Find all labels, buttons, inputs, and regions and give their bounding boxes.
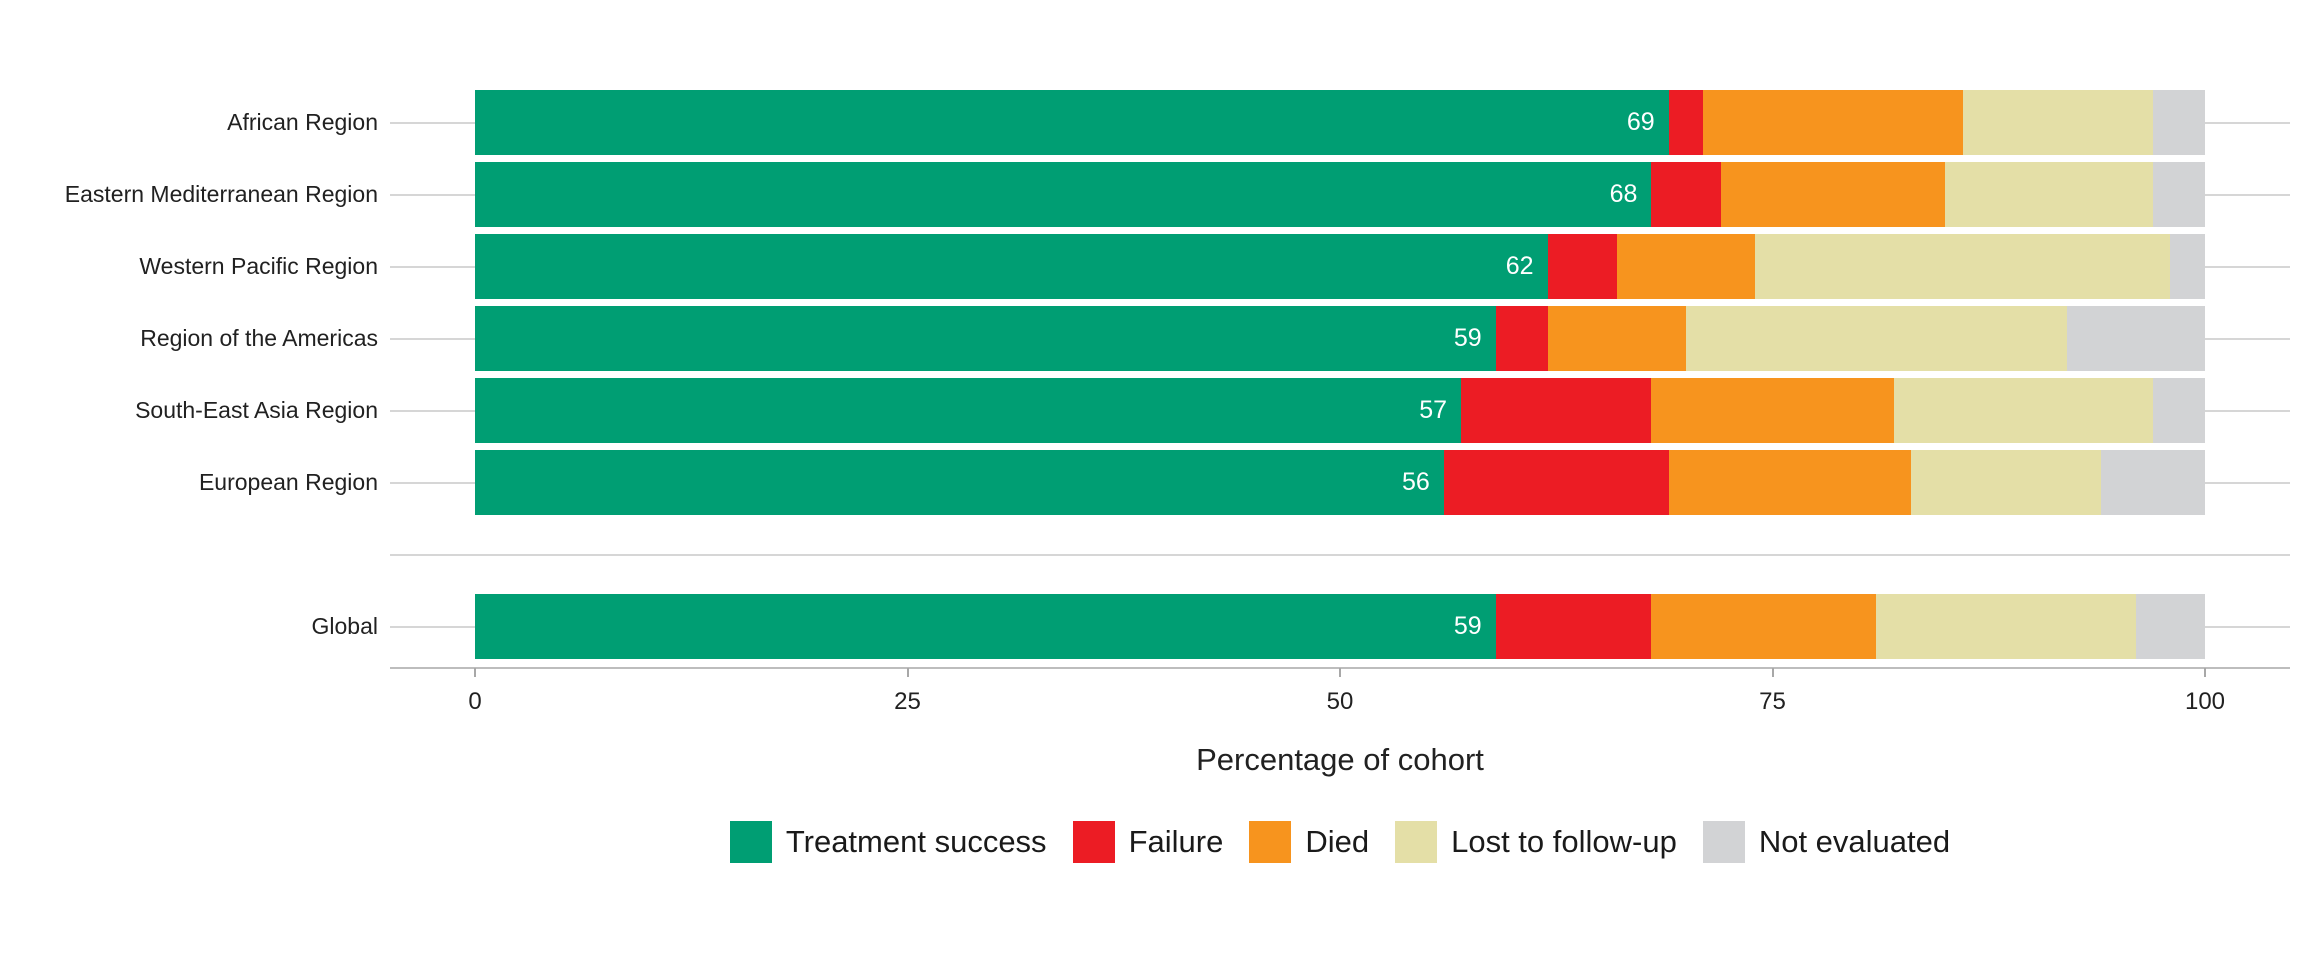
stacked-bar: 59 [475, 306, 2205, 371]
x-axis-title: Percentage of cohort [1196, 742, 1484, 777]
row-label: Region of the Americas [140, 325, 378, 351]
bar-value-label: 68 [1609, 180, 1638, 208]
stacked-bar: 68 [475, 162, 2205, 227]
bar-segment-lost-to-follow-up [1893, 378, 2154, 443]
legend-swatch-lost-to-follow-up [1395, 821, 1438, 863]
legend-item: Lost to follow-up [1395, 821, 1677, 863]
x-tick-label: 0 [468, 688, 482, 715]
legend-swatch-died [1249, 821, 1292, 863]
row-label: Western Pacific Region [139, 253, 378, 279]
bar-segment-died [1703, 90, 1963, 155]
row-label: Global [311, 613, 378, 639]
bar-segment-died [1651, 594, 1877, 659]
legend-swatch-failure [1072, 821, 1115, 863]
bar-segment-not-evaluated [2135, 594, 2205, 659]
bar-value-label: 62 [1505, 252, 1534, 280]
legend: Treatment success Failure Died Lost to foll… [390, 821, 2290, 863]
bar-segment-not-evaluated [2066, 306, 2205, 371]
bar-segment-treatment-success [475, 306, 1496, 371]
legend-label: Failure [1128, 824, 1224, 859]
bar-segment-failure [1461, 378, 1652, 443]
bar-segment-treatment-success [475, 234, 1548, 299]
bar-segment-failure [1668, 90, 1704, 155]
bar-segment-lost-to-follow-up [1945, 162, 2154, 227]
bar-value-label: 56 [1401, 468, 1430, 496]
bar-segment-not-evaluated [2153, 378, 2205, 443]
legend-swatch-not-evaluated [1702, 821, 1745, 863]
bar-segment-treatment-success [475, 378, 1462, 443]
bar-segment-failure [1547, 234, 1617, 299]
legend-label: Lost to follow-up [1451, 824, 1677, 859]
panel-separator-gridline [390, 554, 2290, 556]
x-tick-mark [2204, 668, 2206, 677]
x-tick-mark [474, 668, 476, 677]
stacked-bar: 56 [475, 450, 2205, 515]
bar-segment-not-evaluated [2101, 450, 2205, 515]
bar-value-label: 57 [1419, 396, 1448, 424]
bar-segment-lost-to-follow-up [1876, 594, 2136, 659]
bar-segment-not-evaluated [2170, 234, 2205, 299]
legend-label: Not evaluated [1758, 824, 1951, 859]
row-label: Eastern Mediterranean Region [64, 181, 378, 207]
bar-segment-failure [1495, 594, 1652, 659]
legend-item: Treatment success [729, 821, 1047, 863]
bar-segment-treatment-success [475, 450, 1444, 515]
x-tick-mark [1771, 668, 1774, 677]
bar-segment-died [1720, 162, 1946, 227]
bar-value-label: 69 [1626, 108, 1655, 136]
stacked-bar: 57 [475, 378, 2205, 443]
stacked-bar: 62 [475, 234, 2205, 299]
bar-segment-not-evaluated [2153, 162, 2205, 227]
legend-label: Died [1305, 824, 1370, 859]
x-tick-mark [1339, 668, 1341, 677]
x-tick-label: 75 [1759, 688, 1786, 715]
stacked-bar: 69 [475, 90, 2205, 155]
x-tick-label: 50 [1326, 688, 1354, 715]
bar-value-label: 59 [1453, 612, 1482, 640]
bar-segment-treatment-success [475, 594, 1496, 659]
bar-segment-treatment-success [475, 90, 1669, 155]
bar-segment-lost-to-follow-up [1755, 234, 2171, 299]
bar-segment-failure [1495, 306, 1548, 371]
bar-segment-not-evaluated [2153, 90, 2205, 155]
legend-item: Died [1249, 821, 1369, 863]
row-label: African Region [227, 109, 378, 135]
bar-segment-lost-to-follow-up [1685, 306, 2067, 371]
bar-segment-died [1547, 306, 1686, 371]
legend-label: Treatment success [785, 824, 1047, 859]
x-tick-label: 25 [894, 688, 921, 715]
legend-swatch-treatment-success [729, 821, 772, 863]
bar-segment-died [1668, 450, 1911, 515]
bar-segment-failure [1443, 450, 1669, 515]
legend-item: Failure [1072, 821, 1224, 863]
bar-segment-died [1616, 234, 1756, 299]
x-tick-label: 100 [2184, 688, 2226, 715]
x-tick-mark [906, 668, 909, 677]
row-label: South-East Asia Region [135, 397, 378, 423]
bar-segment-failure [1651, 162, 1721, 227]
bar-segment-died [1651, 378, 1894, 443]
bar-segment-lost-to-follow-up [1962, 90, 2154, 155]
bar-value-label: 59 [1453, 324, 1482, 352]
legend-item: Not evaluated [1702, 821, 1951, 863]
stacked-bar: 59 [475, 594, 2205, 659]
bar-segment-treatment-success [475, 162, 1652, 227]
bar-segment-lost-to-follow-up [1910, 450, 2102, 515]
row-label: European Region [198, 469, 378, 495]
